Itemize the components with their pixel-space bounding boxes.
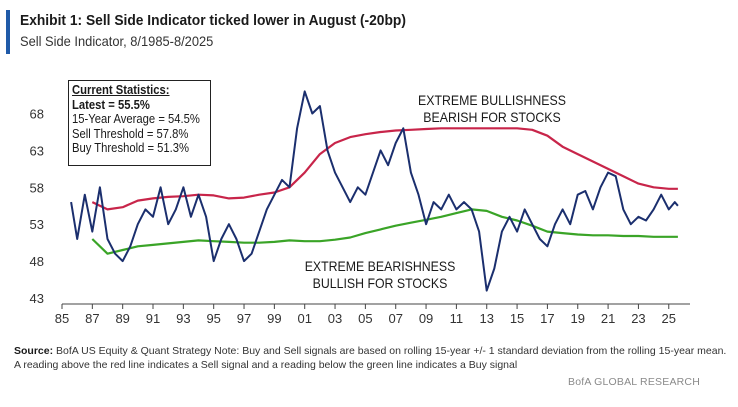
x-tick-label: 13 bbox=[479, 311, 493, 326]
x-tick-label: 93 bbox=[176, 311, 190, 326]
x-tick-label: 09 bbox=[419, 311, 433, 326]
x-tick-label: 03 bbox=[328, 311, 342, 326]
stats-heading: Current Statistics: bbox=[72, 83, 170, 97]
annotation-extreme-bearishness: EXTREME BEARISHNESS BULLISH FOR STOCKS bbox=[292, 258, 468, 292]
sell-side-indicator-line bbox=[70, 90, 679, 292]
current-statistics-box: Current Statistics: Latest = 55.5% 15-Ye… bbox=[68, 80, 211, 166]
annotation-top-line2: BEARISH FOR STOCKS bbox=[423, 109, 561, 125]
annotation-extreme-bullishness: EXTREME BULLISHNESS BEARISH FOR STOCKS bbox=[404, 92, 580, 126]
x-tick-label: 11 bbox=[450, 311, 464, 326]
x-tick-label: 91 bbox=[146, 311, 160, 326]
x-tick-label: 87 bbox=[85, 311, 99, 326]
annotation-top-line1: EXTREME BULLISHNESS bbox=[418, 92, 566, 108]
x-tick-label: 23 bbox=[631, 311, 645, 326]
stats-latest: Latest = 55.5% bbox=[72, 97, 150, 112]
source-footnote: Source: BofA US Equity & Quant Strategy … bbox=[14, 344, 734, 372]
chart-title: Exhibit 1: Sell Side Indicator ticked lo… bbox=[20, 12, 406, 29]
y-tick-label: 43 bbox=[30, 291, 44, 306]
x-tick-label: 07 bbox=[388, 311, 402, 326]
x-tick-label: 17 bbox=[540, 311, 554, 326]
y-tick-label: 68 bbox=[30, 107, 44, 122]
brand-credit: BofA GLOBAL RESEARCH bbox=[568, 376, 700, 388]
stats-buy-threshold: Buy Threshold = 51.3% bbox=[72, 141, 190, 155]
title-accent-bar bbox=[6, 10, 10, 54]
x-tick-label: 21 bbox=[601, 311, 615, 326]
x-tick-label: 85 bbox=[55, 311, 69, 326]
y-tick-label: 48 bbox=[30, 254, 44, 269]
x-tick-label: 05 bbox=[358, 311, 372, 326]
sell-threshold-line bbox=[91, 127, 678, 211]
x-tick-label: 99 bbox=[267, 311, 281, 326]
x-tick-label: 15 bbox=[510, 311, 524, 326]
x-tick-label: 89 bbox=[115, 311, 129, 326]
annotation-bottom-line1: EXTREME BEARISHNESS bbox=[304, 258, 456, 274]
source-text: BofA US Equity & Quant Strategy Note: Bu… bbox=[14, 345, 727, 371]
y-tick-label: 63 bbox=[30, 143, 44, 158]
chart-subtitle: Sell Side Indicator, 8/1985-8/2025 bbox=[20, 33, 214, 49]
y-tick-label: 53 bbox=[30, 217, 44, 232]
annotation-bottom-line2: BULLISH FOR STOCKS bbox=[312, 275, 448, 291]
x-tick-label: 25 bbox=[662, 311, 676, 326]
stats-sell-threshold: Sell Threshold = 57.8% bbox=[72, 126, 189, 141]
y-tick-label: 58 bbox=[30, 180, 44, 195]
source-label: Source: bbox=[14, 345, 54, 357]
x-tick-label: 01 bbox=[297, 311, 311, 326]
stats-15yr-average: 15-Year Average = 54.5% bbox=[72, 112, 200, 126]
x-tick-label: 19 bbox=[571, 311, 585, 326]
x-tick-label: 97 bbox=[237, 311, 251, 326]
buy-threshold-line bbox=[91, 208, 678, 255]
x-tick-label: 95 bbox=[206, 311, 220, 326]
